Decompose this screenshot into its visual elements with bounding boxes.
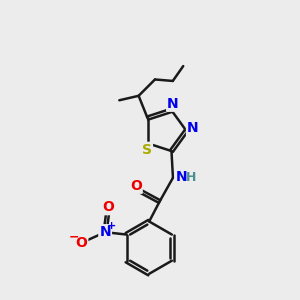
- Text: O: O: [75, 236, 87, 250]
- Text: S: S: [142, 143, 152, 157]
- Text: O: O: [102, 200, 114, 214]
- Text: −: −: [69, 230, 80, 243]
- Text: N: N: [176, 170, 187, 184]
- Text: O: O: [130, 179, 142, 193]
- Text: N: N: [167, 97, 179, 111]
- Text: H: H: [186, 171, 196, 184]
- Text: +: +: [106, 220, 116, 231]
- Text: N: N: [187, 121, 199, 135]
- Text: N: N: [99, 225, 111, 239]
